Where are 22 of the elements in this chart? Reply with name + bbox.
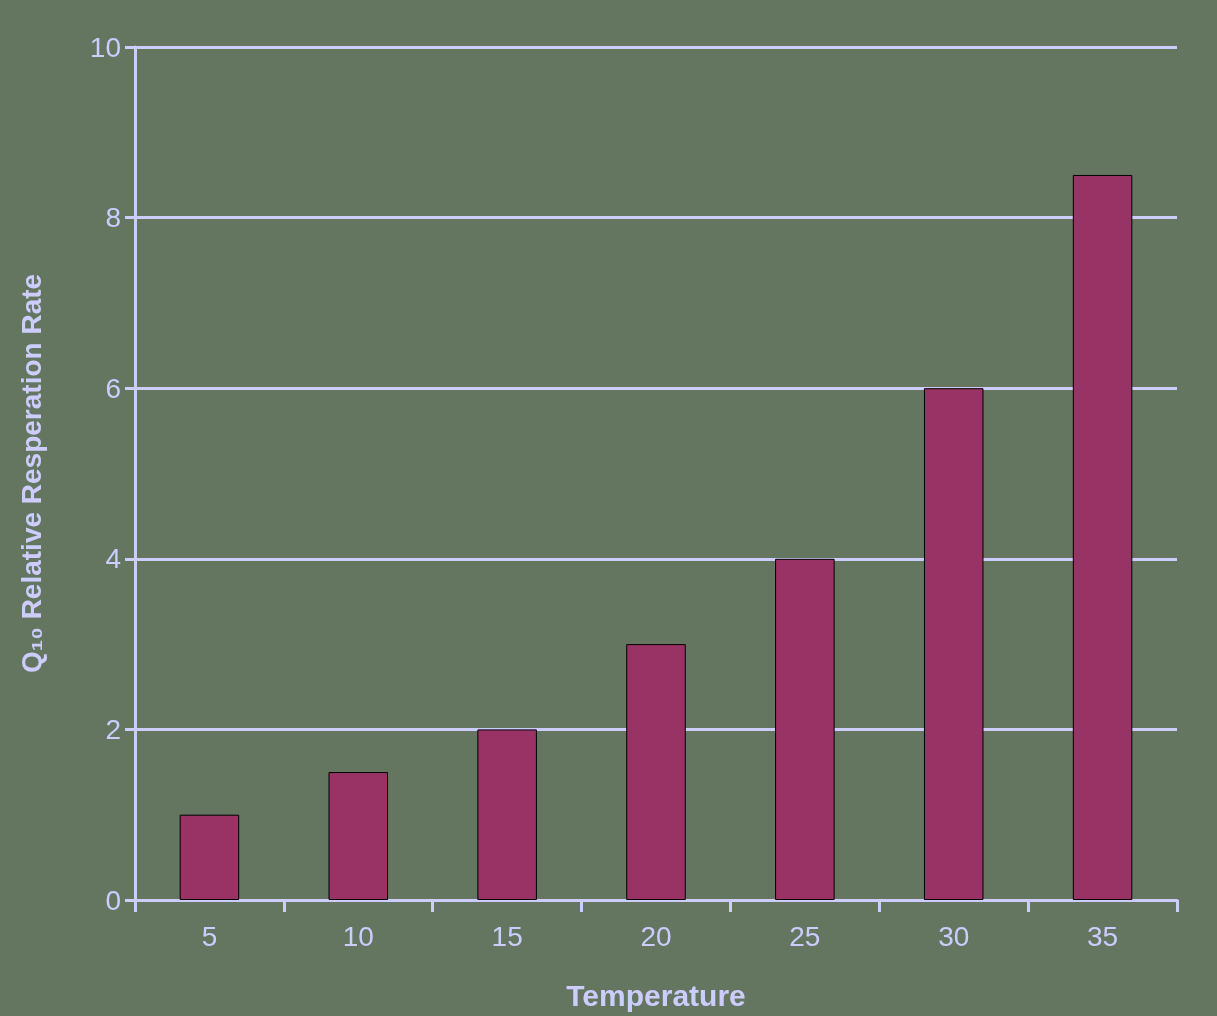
bar [923, 388, 984, 900]
x-tick-label: 20 [640, 920, 672, 952]
y-tick-label: 0 [105, 884, 121, 916]
x-tick-label: 15 [491, 920, 523, 952]
y-tick-label: 8 [105, 202, 121, 234]
x-tick-label: 35 [1086, 920, 1119, 952]
x-axis-title: Temperature [566, 978, 746, 1012]
bar [477, 729, 537, 900]
x-tick-label: 30 [938, 920, 970, 952]
x-tick-label: 10 [342, 920, 374, 952]
y-tick-label: 10 [89, 31, 121, 63]
bar [179, 814, 240, 900]
y-tick-label: 6 [105, 372, 121, 404]
y-tick-label: 4 [105, 543, 121, 575]
y-axis-title: Q₁₀ Relative Resperation Rate [15, 273, 47, 674]
bar [626, 644, 686, 900]
x-tick-label: 25 [789, 920, 821, 952]
bar [328, 772, 389, 900]
bar [775, 558, 835, 900]
bar [1072, 174, 1133, 900]
y-tick-label: 2 [105, 713, 121, 745]
x-tick-label: 5 [201, 920, 218, 952]
